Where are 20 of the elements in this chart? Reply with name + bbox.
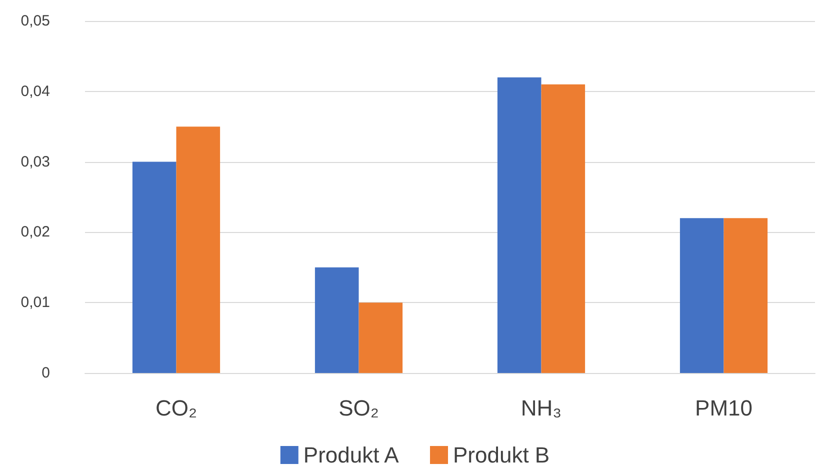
- bar: [680, 218, 724, 373]
- bar: [358, 302, 403, 373]
- bar: [497, 77, 542, 373]
- legend-label: Produkt B: [453, 442, 550, 468]
- bar: [176, 126, 220, 373]
- y-tick-label: 0,05: [20, 12, 50, 30]
- legend-label: Produkt A: [303, 442, 400, 468]
- x-tick-label: SO₂: [338, 396, 379, 420]
- x-tick-label: PM10: [695, 396, 752, 420]
- bar: [314, 267, 359, 373]
- y-tick-label: 0: [42, 364, 50, 382]
- y-tick-label: 0,03: [20, 153, 50, 170]
- bar: [541, 84, 586, 373]
- y-tick-label: 0,02: [20, 224, 50, 241]
- bar: [724, 218, 768, 373]
- x-tick-label: CO₂: [155, 396, 198, 420]
- x-tick-label: NH₃: [520, 396, 562, 420]
- y-tick-label: 0,01: [20, 294, 50, 312]
- bar: [132, 162, 176, 373]
- y-tick-label: 0,04: [20, 82, 50, 100]
